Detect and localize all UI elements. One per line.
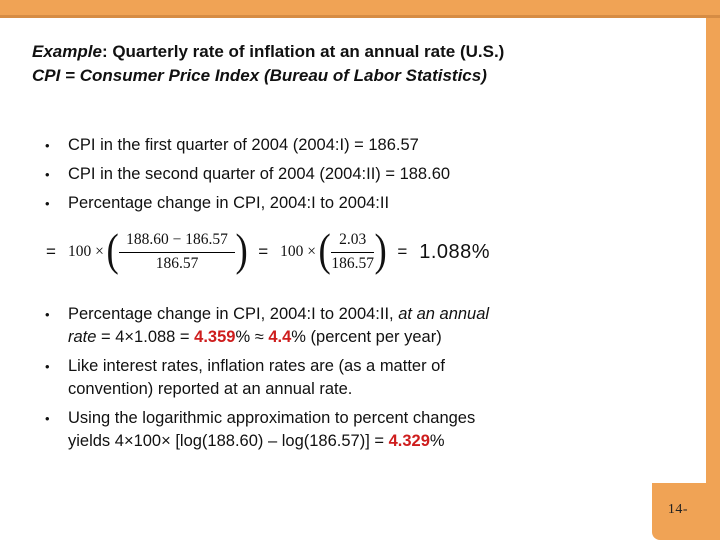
bullet-text-cpi-q2: CPI in the second quarter of 2004 (2004:… bbox=[68, 165, 451, 183]
top-bar-edge-decoration bbox=[0, 15, 720, 18]
title-line1-rest: : Quarterly rate of inflation at an annu… bbox=[101, 42, 505, 61]
open-paren: ( bbox=[106, 224, 119, 276]
top-bar-decoration bbox=[0, 0, 720, 15]
equals-sign: = bbox=[258, 242, 269, 261]
inflation-formula: = 100 × ( 188.60 − 186.57 186.57 ) = 100… bbox=[36, 222, 490, 282]
fraction-1-denominator: 186.57 bbox=[155, 254, 199, 272]
page-number: 14- bbox=[667, 501, 689, 517]
text-segment: Percentage change in CPI, 2004:I to 2004… bbox=[68, 305, 399, 323]
bullet-text-pct-change: Percentage change in CPI, 2004:I to 2004… bbox=[68, 194, 390, 212]
list-item: • Percentage change in CPI, 2004:I to 20… bbox=[45, 303, 685, 349]
text-segment: % (percent per year) bbox=[291, 328, 442, 346]
bullet-icon: • bbox=[45, 411, 50, 426]
bullet-icon: • bbox=[45, 307, 50, 322]
text-segment: yields 4×100× [log(188.60) – log(186.57)… bbox=[68, 432, 389, 450]
text-segment: Like interest rates, inflation rates are… bbox=[68, 357, 445, 375]
list-item: • Using the logarithmic approximation to… bbox=[45, 407, 685, 453]
fraction-1: 188.60 − 186.57 186.57 bbox=[119, 230, 235, 273]
bullet-list-top: • CPI in the first quarter of 2004 (2004… bbox=[45, 131, 675, 218]
bullet-icon: • bbox=[45, 359, 50, 374]
bullet-text-convention: Like interest rates, inflation rates are… bbox=[68, 355, 685, 401]
text-segment-italic: rate bbox=[68, 328, 97, 346]
text-segment: Using the logarithmic approximation to p… bbox=[68, 409, 476, 427]
close-paren: ) bbox=[374, 224, 387, 276]
bullet-text-cpi-q1: CPI in the first quarter of 2004 (2004:I… bbox=[68, 136, 419, 154]
close-paren: ) bbox=[235, 224, 248, 276]
fraction-1-numerator: 188.60 − 186.57 bbox=[119, 230, 235, 253]
list-item: • CPI in the second quarter of 2004 (200… bbox=[45, 160, 675, 189]
bullet-list-bottom: • Percentage change in CPI, 2004:I to 20… bbox=[45, 303, 685, 459]
list-item: • Like interest rates, inflation rates a… bbox=[45, 355, 685, 401]
equals-sign: = bbox=[397, 242, 408, 261]
list-item: • Percentage change in CPI, 2004:I to 20… bbox=[45, 189, 675, 218]
text-segment: = 4×1.088 = bbox=[96, 328, 195, 346]
page-number-block: 14- bbox=[652, 483, 720, 540]
fraction-2-numerator: 2.03 bbox=[331, 230, 374, 253]
text-segment: % bbox=[429, 432, 445, 450]
title-example-word: Example bbox=[32, 42, 102, 61]
open-paren: ( bbox=[318, 224, 331, 276]
value-4-4: 4.4 bbox=[268, 328, 292, 346]
value-4-359: 4.359 bbox=[194, 328, 236, 346]
list-item: • CPI in the first quarter of 2004 (2004… bbox=[45, 131, 675, 160]
coefficient: 100 × bbox=[280, 243, 317, 260]
slide-title: Example: Quarterly rate of inflation at … bbox=[32, 40, 692, 88]
right-stripe-decoration bbox=[706, 0, 720, 540]
equals-sign: = bbox=[46, 242, 56, 261]
content-panel bbox=[0, 18, 706, 540]
text-segment: % ≈ bbox=[235, 328, 269, 346]
fraction-2: 2.03 186.57 bbox=[331, 230, 374, 273]
text-segment: convention) reported at an annual rate. bbox=[68, 380, 353, 398]
bullet-icon: • bbox=[45, 196, 50, 211]
title-line-1: Example: Quarterly rate of inflation at … bbox=[32, 40, 692, 64]
bullet-icon: • bbox=[45, 138, 50, 153]
bullet-text-log-approx: Using the logarithmic approximation to p… bbox=[68, 407, 685, 453]
formula-result: 1.088% bbox=[419, 240, 491, 263]
value-4-329: 4.329 bbox=[388, 432, 430, 450]
bullet-text-annual-rate: Percentage change in CPI, 2004:I to 2004… bbox=[68, 303, 685, 349]
fraction-2-denominator: 186.57 bbox=[331, 254, 374, 272]
text-segment-italic: at an annual bbox=[398, 305, 490, 323]
coefficient: 100 × bbox=[67, 243, 104, 260]
bullet-icon: • bbox=[45, 167, 50, 182]
title-line-2: CPI = Consumer Price Index (Bureau of La… bbox=[32, 66, 487, 85]
